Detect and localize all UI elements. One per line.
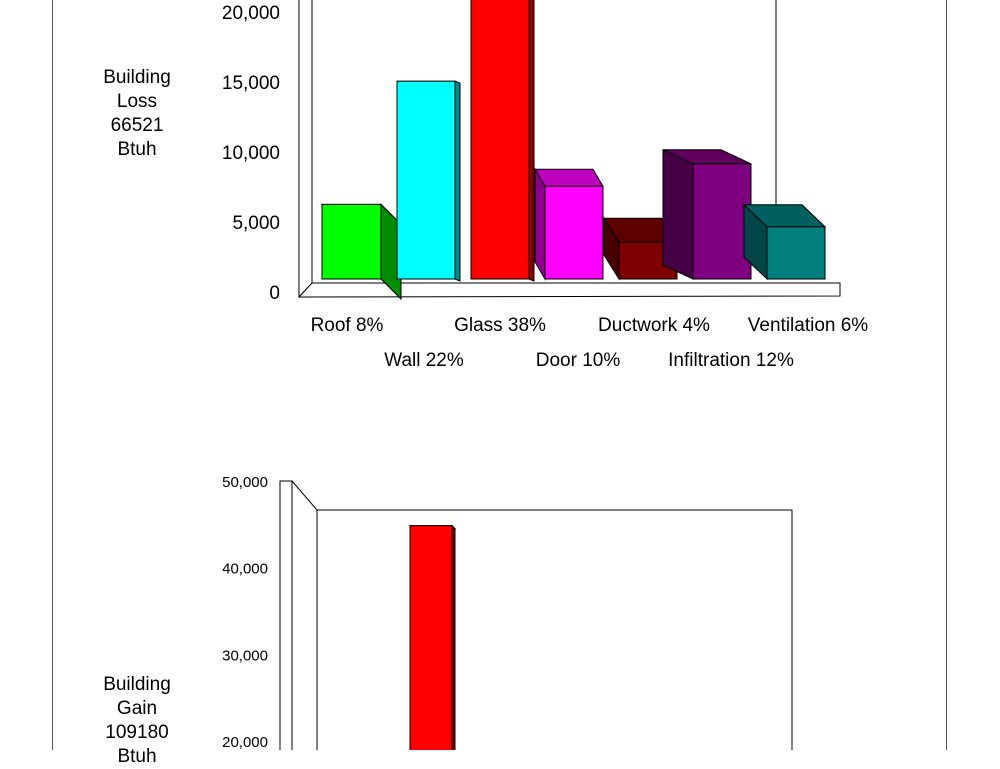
loss-bar-front (766, 226, 826, 280)
gain-y-tick-label: 30,000 (222, 647, 268, 664)
loss-bar-0 (320, 203, 403, 301)
loss-label-line3: 66521 (110, 115, 164, 136)
loss-y-tick-label: 0 (269, 283, 280, 304)
loss-bar-2 (470, 0, 535, 282)
gain-y-axis-slab (279, 480, 293, 750)
loss-label-line2: Loss (116, 91, 158, 112)
loss-bar-front (692, 163, 752, 280)
loss-y-tick-label: 15,000 (222, 73, 280, 94)
loss-bar-side (662, 149, 694, 280)
loss-bar-side (534, 167, 546, 281)
loss-category-label: Glass 38% (454, 315, 546, 336)
gain-bar-0 (408, 524, 457, 750)
loss-label-line4: Btuh (117, 139, 157, 160)
loss-floor (297, 282, 841, 298)
loss-bar-side (528, 0, 535, 282)
loss-bar-front (321, 203, 382, 280)
loss-bar-side (454, 80, 461, 282)
gain-y-tick-label: 50,000 (222, 474, 268, 491)
page: Building Loss 66521 Btuh Building Gain 1… (52, 0, 947, 767)
loss-bar-1 (396, 80, 461, 282)
gain-bar-front (409, 525, 453, 750)
loss-back-wall-left (298, 0, 313, 298)
frame-right-border (946, 0, 947, 750)
loss-bar-front (396, 80, 456, 280)
gain-back-wall-top (317, 509, 793, 750)
loss-bar-6 (742, 203, 827, 281)
building-loss-label: Building Loss 66521 Btuh (82, 66, 192, 162)
building-gain-chart: 20,000 30,000 40,000 50,000 (222, 474, 793, 750)
gain-y-tick-label: 20,000 (222, 734, 268, 750)
loss-category-label: Infiltration 12% (668, 350, 794, 371)
loss-bar-5 (662, 149, 752, 280)
loss-bar-top (534, 168, 604, 187)
loss-category-label: Ductwork 4% (598, 315, 710, 336)
frame-left-border (52, 0, 53, 750)
loss-category-label: Wall 22% (384, 350, 464, 371)
gain-y-tick-label: 40,000 (222, 561, 268, 578)
loss-category-label: Door 10% (536, 350, 621, 371)
gain-back-wall-left (291, 480, 318, 750)
loss-bar-3 (534, 167, 604, 281)
loss-y-tick-label: 5,000 (232, 213, 280, 234)
loss-bar-front (544, 185, 604, 280)
charts-canvas: 0 5,000 10,000 15,000 20,000 Roof 8%Wall 22% G… (222, 0, 868, 750)
loss-y-tick-label: 10,000 (222, 143, 280, 164)
gain-label-line3: 109180 (105, 722, 169, 743)
loss-label-line1: Building (103, 67, 171, 88)
loss-bar-front (470, 0, 530, 280)
loss-category-label: Ventilation 6% (748, 315, 869, 336)
loss-category-label: Roof 8% (311, 315, 384, 336)
building-loss-chart: 0 5,000 10,000 15,000 20,000 Roof 8%Wall 22% G… (222, 0, 868, 371)
gain-label-line2: Gain (116, 698, 158, 719)
loss-y-tick-label: 20,000 (222, 3, 280, 24)
gain-label-line1: Building (103, 674, 171, 695)
